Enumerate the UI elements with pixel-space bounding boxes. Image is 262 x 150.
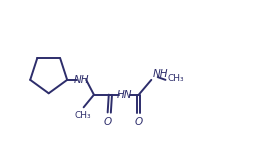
Text: HN: HN xyxy=(117,90,132,100)
Text: O: O xyxy=(135,117,143,127)
Text: CH₃: CH₃ xyxy=(74,111,91,120)
Text: O: O xyxy=(104,117,112,127)
Text: NH: NH xyxy=(152,69,168,79)
Text: CH₃: CH₃ xyxy=(167,74,184,83)
Text: NH: NH xyxy=(74,75,89,85)
